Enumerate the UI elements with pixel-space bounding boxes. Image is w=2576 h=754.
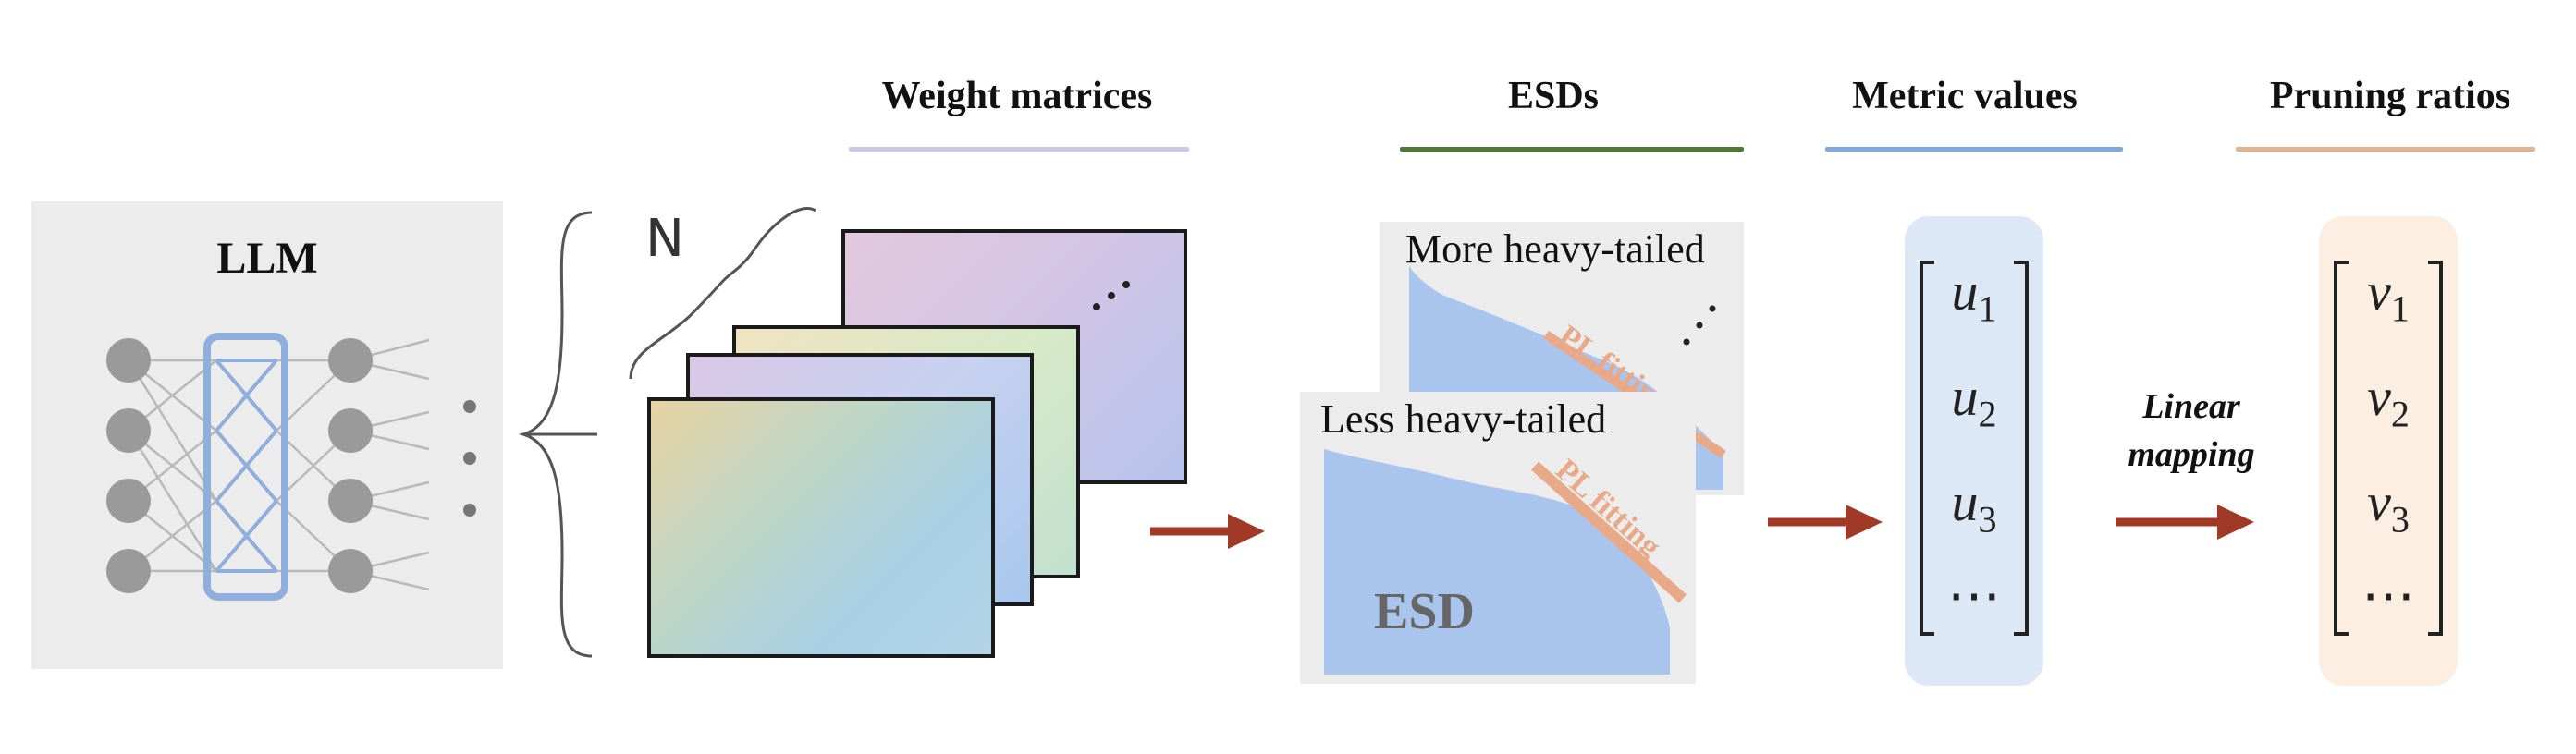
neural-network-icon — [106, 333, 476, 601]
metric-vector-brackets — [1920, 261, 2029, 636]
label-less-heavy-tailed: Less heavy-tailed — [1320, 396, 1607, 442]
header-esds: ESDs — [1507, 75, 1600, 117]
n-brace-icon — [629, 207, 816, 380]
ratio-v1: v1 — [2367, 261, 2410, 330]
metric-ellipsis: ⋯ — [1947, 566, 2001, 626]
header-weight-matrices: Weight matrices — [881, 75, 1153, 117]
arrow-to-esd-icon — [1150, 514, 1265, 549]
left-brace-icon — [518, 211, 597, 658]
ratio-v2: v2 — [2367, 367, 2410, 435]
matrix-count-label: N — [645, 209, 684, 269]
header-pruning-ratios: Pruning ratios — [2269, 75, 2511, 117]
arrow-to-ratio-icon — [2116, 505, 2254, 540]
linear-mapping-label: Linear mapping — [2108, 383, 2275, 479]
header-metric-values: Metric values — [1852, 75, 2078, 117]
weight-matrix-1 — [647, 397, 995, 658]
esd-more-ellipsis — [1679, 296, 1725, 351]
underline-esds — [1400, 147, 1744, 152]
metric-u3: u3 — [1951, 472, 1997, 541]
underline-pruning-ratios — [2236, 147, 2535, 152]
ratio-ellipsis: ⋯ — [2361, 566, 2415, 626]
linear-mapping-line1: Linear — [2142, 387, 2240, 426]
metric-u1: u1 — [1951, 261, 1997, 330]
llm-title: LLM — [216, 234, 318, 283]
label-more-heavy-tailed: More heavy-tailed — [1405, 226, 1705, 272]
ratio-vector-panel — [2319, 216, 2458, 686]
underline-weight-matrices — [849, 147, 1189, 152]
ratio-v3: v3 — [2367, 472, 2410, 541]
arrow-to-metric-icon — [1768, 505, 1883, 540]
esd-text-label: ESD — [1374, 583, 1475, 640]
metric-u2: u2 — [1951, 367, 1997, 435]
linear-mapping-line2: mapping — [2128, 435, 2255, 474]
metric-vector-panel — [1905, 216, 2043, 686]
matrix-ellipsis-icon — [1093, 281, 1130, 310]
esd-histogram-less — [1324, 449, 1687, 675]
underline-metric-values — [1825, 147, 2123, 152]
ratio-vector-brackets — [2334, 261, 2443, 636]
